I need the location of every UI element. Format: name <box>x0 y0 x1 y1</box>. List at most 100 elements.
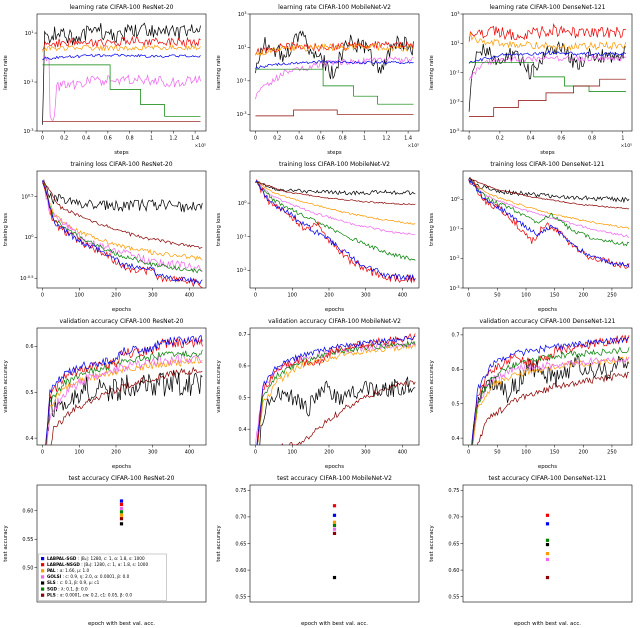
chart-svg-valacc-mobilenetv2: 0 100 200 300 400 0.4 0.5 0.6 0.7 validation accu… <box>216 318 420 470</box>
series-pal <box>255 181 416 225</box>
x-axis-label: epochs <box>538 307 557 313</box>
x-tick-label: 0 <box>254 136 257 142</box>
y-axis-label: test accuracy <box>216 524 222 561</box>
series-labpal-sgd <box>471 336 630 445</box>
chart-svg-valacc-densenet121: 0 50 100 150 200 250 0.4 0.5 0.6 0.7 validation ac… <box>429 318 633 470</box>
chart-svg-lr-resnet20: 0 0.2 0.4 0.6 0.8 1 1.2 1.4×10⁵ 101 10-1 10-3 learn… <box>3 4 207 156</box>
x-tick-label: 200 <box>111 450 121 456</box>
subplot-valacc-densenet121: 0 50 100 150 200 250 0.4 0.5 0.6 0.7 validation ac… <box>426 315 639 471</box>
x-tick-label: 0.8 <box>339 136 347 142</box>
x-tick-label: 150 <box>550 450 560 456</box>
y-tick-label: 100 <box>25 234 34 241</box>
y-tick-label: 0.60 <box>22 508 33 514</box>
x-tick-label: 200 <box>579 450 589 456</box>
x-axis-label: epoch with best val. acc. <box>88 621 155 627</box>
chart-svg-valacc-resnet20: 0 100 200 300 400 0.4 0.5 0.6 validation accurac… <box>3 318 207 470</box>
y-tick-label: 0.60 <box>448 568 459 574</box>
y-tick-label: 0.6 <box>26 344 34 350</box>
y-tick-label: 0.55 <box>235 594 246 600</box>
series-pal <box>46 356 203 445</box>
legend-marker-sgd <box>41 587 45 591</box>
series-sls <box>468 40 627 112</box>
chart-title: test accuracy CIFAR-100 MobileNet-V2 <box>277 475 392 482</box>
marker-sgd <box>545 538 550 542</box>
y-tick-label: 101 <box>238 44 247 51</box>
y-axis-label: test accuracy <box>429 524 435 561</box>
x-tick-label: 100 <box>521 450 531 456</box>
y-tick-label: 0.7 <box>239 332 247 338</box>
y-tick-label: 103 <box>451 11 460 18</box>
x-tick-label: 1 <box>621 136 624 142</box>
chart-svg-testacc-mobilenetv2: 0.55 0.60 0.65 0.70 0.75 test accuracy CIFAR-… <box>216 475 420 627</box>
x-tick-label: 0.4 <box>527 136 535 142</box>
marker-pls <box>545 575 550 580</box>
y-tick-label: 100 <box>451 196 460 203</box>
series-labpal-sgd <box>255 179 416 281</box>
y-tick-label: 10-3 <box>24 128 34 135</box>
x-tick-label: 400 <box>398 293 408 299</box>
chart-title: validation accuracy CIFAR-100 MobileNet-… <box>268 318 401 325</box>
series-sls <box>46 370 203 445</box>
chart-title: learning rate CIFAR-100 ResNet-20 <box>70 4 174 11</box>
y-tick-label: 0.4 <box>452 436 460 442</box>
x-axis-offset-label: ×10⁵ <box>620 143 632 149</box>
y-tick-label: 0.5 <box>239 395 247 401</box>
chart-svg-loss-densenet121: 0 50 100 150 200 250 100 10-1 10-2 10-3 training l… <box>429 161 633 313</box>
series-pal <box>468 32 627 51</box>
series-golsi <box>468 54 626 81</box>
x-tick-label: 1 <box>150 136 153 142</box>
marker-pls <box>332 531 337 535</box>
subplot-valacc-mobilenetv2: 0 100 200 300 400 0.4 0.5 0.6 0.7 validation accu… <box>213 315 426 471</box>
x-tick-label: 250 <box>607 293 617 299</box>
y-axis-label: validation accuracy <box>429 359 435 412</box>
subplot-lr-densenet121: 0 0.2 0.4 0.6 0.8 1 ×10⁵ 103 101 10-1 10-3 10-5 lear… <box>426 1 639 157</box>
x-tick-label: 0 <box>41 136 44 142</box>
y-tick-label: 10-0.5 <box>20 275 33 282</box>
chart-title: training loss CIFAR-100 MobileNet-V2 <box>279 161 390 168</box>
y-tick-label: 0.5 <box>26 390 34 396</box>
series-sls <box>259 376 416 445</box>
chart-svg-loss-resnet20: 0 100 200 300 400 100.5 100 10-0.5 training loss… <box>3 161 207 313</box>
x-axis-label: epochs <box>112 464 131 470</box>
subplot-loss-densenet121: 0 50 100 150 200 250 100 10-1 10-2 10-3 training l… <box>426 158 639 314</box>
legend-entry-labpal-sgd: LABPAL-SGD : |Bₐ|: 1280, c: 1, α: 1.8, s… <box>47 556 145 561</box>
y-tick-label: 0.4 <box>26 436 34 442</box>
series-pls <box>468 178 630 210</box>
marker-golsi <box>545 557 550 562</box>
x-tick-label: 0 <box>468 136 471 142</box>
chart-svg-testacc-densenet121: 0.55 0.60 0.65 0.70 0.75 test accuracy CIFAR-… <box>429 475 633 627</box>
y-tick-label: 0.50 <box>22 566 33 572</box>
x-tick-label: 300 <box>361 450 371 456</box>
series-golsi <box>255 181 416 236</box>
subplot-valacc-resnet20: 0 100 200 300 400 0.4 0.5 0.6 validation accurac… <box>0 315 213 471</box>
chart-title: learning rate CIFAR-100 MobileNet-V2 <box>278 4 391 11</box>
x-tick-label: 0.6 <box>317 136 325 142</box>
y-tick-label: 0.65 <box>448 541 459 547</box>
y-tick-label: 100.5 <box>21 193 33 200</box>
y-tick-label: 0.60 <box>235 568 246 574</box>
series-labpal-nsgd <box>468 22 627 42</box>
legend-entry-sls: SLS : c: 0.1, β: 0.9, μ: c1 <box>47 580 100 585</box>
series-sgd <box>45 349 203 445</box>
x-tick-label: 400 <box>398 450 408 456</box>
x-axis-offset-label: ×10⁵ <box>194 143 206 149</box>
legend: LABPAL-SGD : |Bₐ|: 1280, c: 1, α: 1.8, s… <box>38 553 167 601</box>
legend-entry-labpal-nsgd: LABPAL-NSGD : |Bₐ|: 1280, c: 1, α: 1.8, … <box>47 562 148 567</box>
y-axis-label: training loss <box>429 213 435 246</box>
y-tick-label: 0.70 <box>235 515 246 521</box>
y-tick-label: 0.5 <box>452 402 460 408</box>
chart-title: test accuracy CIFAR-100 DenseNet-121 <box>489 475 607 482</box>
x-tick-label: 0.8 <box>588 136 596 142</box>
subplot-loss-resnet20: 0 100 200 300 400 100.5 100 10-0.5 training loss… <box>0 158 213 314</box>
chart-title: validation accuracy CIFAR-100 ResNet-20 <box>60 318 184 325</box>
series-labpal-nsgd <box>256 333 416 445</box>
y-tick-label: 0.70 <box>448 515 459 521</box>
marker-labpal-nsgd <box>545 513 550 517</box>
x-tick-label: 0.8 <box>126 136 134 142</box>
series-sls <box>42 22 201 125</box>
y-axis-label: learning rate <box>3 54 9 89</box>
series-pls <box>42 180 203 250</box>
series-labpal-nsgd <box>42 35 201 51</box>
chart-title: training loss CIFAR-100 DenseNet-121 <box>490 161 604 168</box>
y-tick-label: 10-2 <box>450 255 460 262</box>
